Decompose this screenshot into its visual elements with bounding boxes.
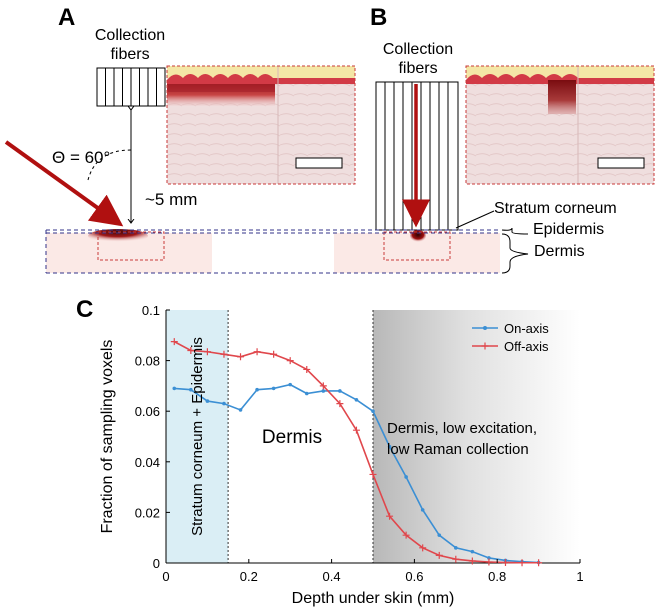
- collection-fibers-label-b: Collection fibers: [358, 40, 478, 78]
- legend-label-off-axis: Off-axis: [504, 339, 549, 354]
- data-point-on-axis: [189, 387, 193, 392]
- data-point-on-axis: [255, 387, 259, 392]
- skin-layer-lines: [45, 229, 500, 274]
- x-tick-label: 0.6: [405, 569, 423, 584]
- laser-beam-a: [4, 140, 124, 227]
- data-point-off-axis: [270, 350, 278, 358]
- fiber-bundle-a: [96, 67, 166, 107]
- x-tick-label: 1: [576, 569, 583, 584]
- data-point-off-axis: [402, 531, 410, 539]
- data-point-off-axis: [352, 426, 360, 434]
- data-point-on-axis: [338, 389, 342, 393]
- legend-marker: [483, 326, 487, 330]
- skin-slab-a: [46, 229, 212, 273]
- y-axis-label: Fraction of sampling voxels: [99, 340, 116, 534]
- y-tick-label: 0.08: [135, 354, 160, 369]
- data-point-off-axis: [535, 559, 543, 567]
- distance-label: ~5 mm: [145, 190, 198, 209]
- collection-fibers-line2-b: fibers: [398, 60, 438, 77]
- data-point-on-axis: [354, 398, 359, 402]
- y-tick-label: 0.04: [135, 455, 160, 470]
- data-point-on-axis: [288, 382, 293, 387]
- data-point-on-axis: [222, 401, 226, 406]
- epidermis-bracket: [501, 227, 529, 235]
- collection-fibers-line1-b: Collection: [382, 41, 454, 58]
- fiber-bundle-b: [375, 81, 459, 231]
- collection-fibers-line1-a: Collection: [94, 27, 166, 44]
- region-dermis-low: [373, 310, 580, 563]
- y-tick-label: 0.02: [135, 505, 160, 520]
- collection-fibers-line2-a: fibers: [110, 46, 150, 63]
- x-axis-label: Depth under skin (mm): [292, 590, 455, 607]
- panel-label-b: B: [370, 4, 388, 31]
- panel-label-a: A: [58, 4, 76, 31]
- skin-slab-b: [334, 230, 500, 273]
- data-point-off-axis: [369, 470, 377, 478]
- data-point-on-axis: [321, 389, 326, 393]
- data-point-off-axis: [468, 557, 476, 565]
- data-point-off-axis: [220, 350, 228, 358]
- data-point-off-axis: [286, 357, 294, 365]
- data-point-off-axis: [237, 353, 245, 361]
- chart-c: 0 0.2 0.4 0.6 0.8 1 0 0.02 0.04 0.06 0.08 0.1 Depth…: [99, 303, 584, 607]
- setup-diagram: [4, 65, 655, 274]
- y-tick-label: 0: [153, 556, 160, 571]
- dermis-low-label-line1: Dermis, low excitation,: [387, 420, 537, 437]
- data-point-off-axis: [203, 348, 211, 356]
- data-point-off-axis: [319, 382, 327, 390]
- data-point-on-axis: [404, 475, 408, 479]
- data-point-on-axis: [371, 409, 375, 413]
- dermis-label: Dermis: [534, 243, 585, 260]
- data-point-on-axis: [387, 444, 392, 449]
- data-point-off-axis: [253, 348, 261, 356]
- data-point-on-axis: [454, 546, 458, 550]
- data-point-off-axis: [452, 555, 460, 563]
- data-point-on-axis: [487, 556, 491, 560]
- dermis-bracket: [501, 233, 529, 274]
- angle-label: Θ = 60°: [52, 148, 111, 167]
- histology-image-a: [166, 65, 356, 185]
- data-point-off-axis: [435, 551, 443, 559]
- x-tick-label: 0: [162, 569, 169, 584]
- dermis-low-label-line2: low Raman collection: [387, 441, 529, 458]
- y-tick-label: 0.1: [142, 303, 160, 318]
- data-point-on-axis: [205, 399, 210, 403]
- epidermis-label: Epidermis: [533, 221, 605, 238]
- angle-arc: [87, 149, 132, 181]
- dermis-region-label: Dermis: [262, 427, 322, 448]
- region-stratum-epidermis: [166, 310, 229, 563]
- x-tick-label: 0.8: [488, 569, 506, 584]
- data-point-on-axis: [172, 386, 177, 391]
- data-point-off-axis: [170, 338, 178, 346]
- data-point-on-axis: [271, 386, 276, 391]
- data-point-off-axis: [336, 400, 344, 408]
- data-point-on-axis: [420, 508, 425, 512]
- data-point-on-axis: [470, 549, 475, 554]
- data-point-off-axis: [419, 544, 427, 552]
- panel-label-c: C: [76, 296, 94, 323]
- legend: On-axis Off-axis: [472, 321, 549, 354]
- stratum-leader: [455, 210, 495, 229]
- legend-marker: [481, 342, 489, 350]
- data-point-off-axis: [303, 365, 311, 373]
- x-tick-label: 0.2: [240, 569, 258, 584]
- histology-image-b: [465, 65, 655, 185]
- data-point-on-axis: [304, 391, 309, 396]
- collection-fibers-label-a: Collection fibers: [72, 26, 188, 64]
- data-point-off-axis: [187, 346, 195, 354]
- data-point-on-axis: [238, 408, 243, 412]
- data-point-on-axis: [437, 533, 442, 537]
- stratum-corneum-label: Stratum corneum: [494, 200, 617, 217]
- data-point-off-axis: [485, 558, 493, 566]
- data-point-off-axis: [501, 558, 509, 566]
- data-point-off-axis: [518, 559, 526, 567]
- data-point-off-axis: [386, 512, 394, 520]
- x-tick-label: 0.4: [323, 569, 341, 584]
- legend-label-on-axis: On-axis: [504, 321, 549, 336]
- y-tick-label: 0.06: [135, 404, 160, 419]
- stratum-region-label: Stratum corneum + Epidermis: [189, 337, 206, 536]
